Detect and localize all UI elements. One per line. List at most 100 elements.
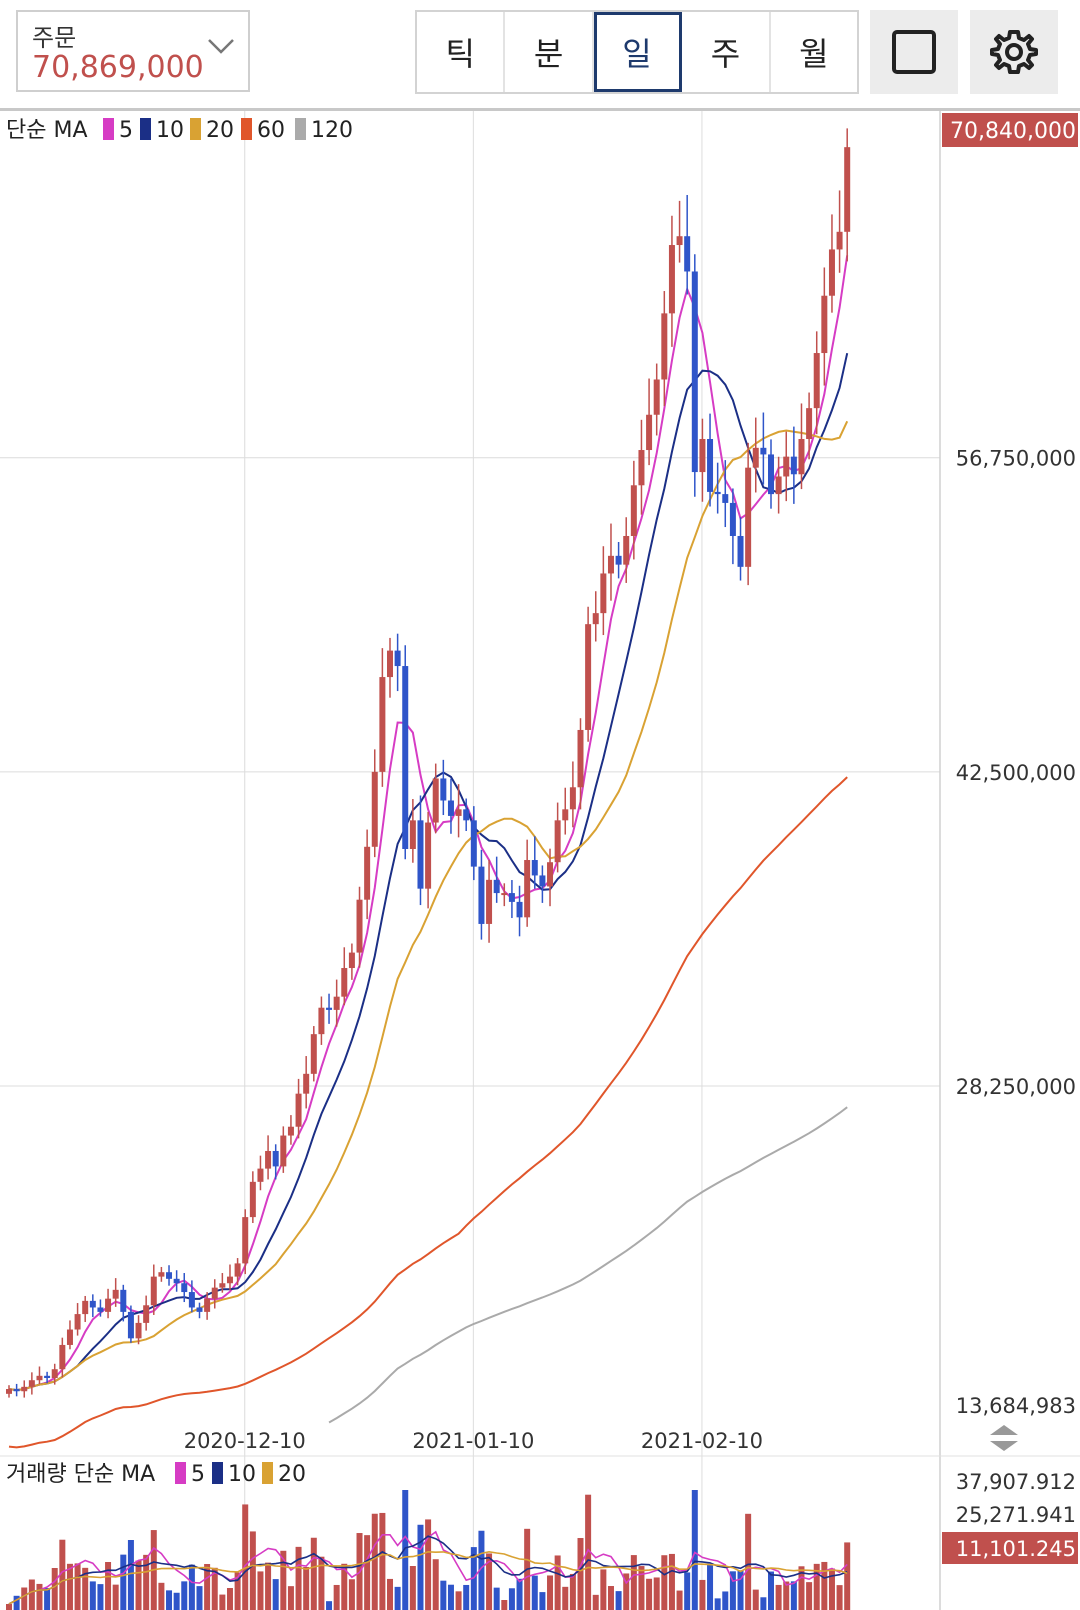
candle-body bbox=[653, 379, 660, 415]
candle-body bbox=[501, 893, 508, 896]
volume-bar bbox=[722, 1591, 729, 1610]
candle-body bbox=[257, 1168, 264, 1182]
candle-body bbox=[97, 1307, 104, 1312]
volume-bar bbox=[287, 1586, 294, 1610]
scale-toggle-icon[interactable] bbox=[990, 1425, 1018, 1451]
candle-body bbox=[371, 771, 378, 847]
volume-bar bbox=[181, 1581, 188, 1610]
vol-legend-ma5-swatch bbox=[175, 1462, 186, 1484]
volume-bar bbox=[120, 1554, 127, 1610]
volume-bar bbox=[828, 1568, 835, 1610]
volume-bar bbox=[676, 1590, 683, 1610]
candle-body bbox=[402, 666, 409, 849]
legend-ma120-swatch bbox=[295, 118, 306, 140]
candle-body bbox=[615, 555, 622, 565]
candle-body bbox=[463, 809, 470, 821]
volume-bar bbox=[417, 1524, 424, 1610]
candle-body bbox=[607, 555, 614, 574]
candle-body bbox=[44, 1375, 51, 1379]
volume-bar bbox=[760, 1597, 767, 1610]
candle-body bbox=[242, 1217, 249, 1264]
candle-body bbox=[646, 414, 653, 451]
candle-body bbox=[432, 778, 439, 823]
candle-body bbox=[356, 899, 363, 953]
candle-body bbox=[280, 1135, 287, 1167]
legend-ma10-swatch bbox=[140, 118, 151, 140]
legend-ma5-label: 5 bbox=[119, 118, 133, 143]
ma20-line bbox=[8, 420, 849, 1392]
volume-bar bbox=[82, 1567, 89, 1610]
tab-tick[interactable]: 틱 bbox=[417, 12, 506, 92]
volume-bar bbox=[295, 1546, 302, 1610]
candle-body bbox=[196, 1307, 203, 1312]
price-chart[interactable]: 단순 MA 5 10 20 60 120 70,840,000 56,750,00… bbox=[0, 111, 1080, 1610]
legend-ma60-label: 60 bbox=[257, 118, 285, 143]
candle-body bbox=[752, 447, 759, 468]
tab-month[interactable]: 월 bbox=[799, 35, 829, 73]
vol-legend-ma10-label: 10 bbox=[228, 1462, 256, 1487]
volume-bar bbox=[74, 1563, 81, 1610]
volume-bar bbox=[6, 1604, 12, 1610]
candle-body bbox=[783, 456, 790, 477]
candle-body bbox=[89, 1300, 96, 1308]
volume-bar bbox=[173, 1592, 180, 1610]
volume-bar bbox=[775, 1584, 782, 1610]
candle-body bbox=[737, 535, 744, 567]
candle-body bbox=[173, 1278, 180, 1284]
volume-bar bbox=[143, 1554, 150, 1610]
candle-body bbox=[798, 439, 805, 475]
candle-body bbox=[539, 875, 546, 887]
volume-bar bbox=[44, 1588, 51, 1610]
candle-body bbox=[51, 1369, 58, 1379]
candle-body bbox=[455, 809, 462, 816]
tab-minute[interactable]: 분 bbox=[505, 12, 594, 92]
volume-bar bbox=[653, 1577, 660, 1610]
volume-bar bbox=[729, 1571, 736, 1610]
volume-bar bbox=[821, 1561, 828, 1610]
volume-bar bbox=[623, 1573, 630, 1610]
candle-body bbox=[21, 1386, 28, 1392]
volume-bar bbox=[97, 1584, 104, 1610]
order-label: 주문 bbox=[32, 24, 77, 52]
chevron-down-icon bbox=[208, 39, 234, 54]
volume-bar bbox=[714, 1598, 721, 1610]
candle-body bbox=[211, 1287, 218, 1299]
order-price-selector[interactable]: 주문 70,869,000 bbox=[16, 10, 250, 92]
volume-bar bbox=[59, 1539, 66, 1610]
candle-body bbox=[547, 862, 554, 887]
volume-bar bbox=[661, 1555, 668, 1610]
candle-body bbox=[836, 231, 843, 250]
volume-bar bbox=[486, 1553, 493, 1610]
y-tick-label: 13,684,983 bbox=[956, 1394, 1076, 1418]
volume-bar bbox=[699, 1579, 706, 1610]
volume-bar bbox=[348, 1579, 355, 1610]
layout-button[interactable] bbox=[870, 10, 958, 94]
candle-body bbox=[668, 245, 675, 314]
candle-body bbox=[181, 1283, 188, 1293]
volume-bar bbox=[105, 1562, 112, 1610]
candle-body bbox=[478, 866, 485, 924]
candle-body bbox=[326, 1007, 333, 1010]
y-tick-label: 42,500,000 bbox=[956, 761, 1076, 785]
volume-bar bbox=[188, 1564, 195, 1610]
tab-day[interactable]: 일 bbox=[593, 12, 683, 92]
candle-body bbox=[226, 1276, 233, 1284]
volume-bar bbox=[219, 1594, 226, 1610]
volume-bar bbox=[768, 1571, 774, 1610]
volume-bar bbox=[447, 1584, 454, 1610]
candle-body bbox=[486, 879, 493, 924]
candle-body bbox=[569, 787, 576, 810]
tab-week[interactable]: 주 bbox=[682, 12, 771, 92]
candle-body bbox=[105, 1298, 112, 1312]
volume-bar bbox=[752, 1589, 759, 1610]
volume-bar bbox=[280, 1550, 287, 1610]
ma120-line bbox=[328, 1106, 848, 1424]
candle-body bbox=[364, 846, 371, 900]
volume-bar bbox=[577, 1538, 584, 1610]
volume-bar bbox=[318, 1556, 325, 1610]
settings-button[interactable] bbox=[970, 10, 1058, 94]
candle-body bbox=[623, 535, 630, 565]
volume-bar bbox=[646, 1578, 653, 1610]
candle-body bbox=[265, 1150, 272, 1169]
volume-bar bbox=[158, 1582, 165, 1610]
